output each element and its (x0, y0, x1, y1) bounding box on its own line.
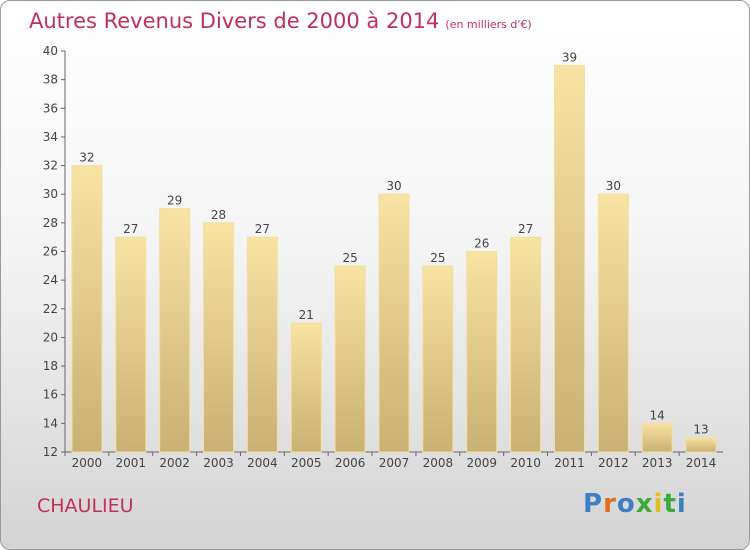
bar-value-label: 27 (518, 222, 533, 236)
bar-value-label: 27 (255, 222, 270, 236)
logo-letter: i (676, 489, 687, 519)
bar (246, 236, 278, 453)
x-tick-label: 2007 (379, 456, 410, 470)
bar-value-label: 26 (474, 237, 489, 251)
bar-value-label: 29 (167, 194, 182, 208)
x-tick-label: 2010 (510, 456, 541, 470)
bar (290, 322, 322, 453)
bar (378, 193, 410, 453)
x-tick-label: 2012 (598, 456, 629, 470)
bar-value-label: 32 (79, 151, 94, 165)
bar (466, 251, 498, 453)
y-tick-label: 30 (43, 187, 58, 201)
bar-value-label: 30 (606, 179, 621, 193)
y-tick-label: 38 (43, 73, 58, 87)
logo-letter: o (616, 489, 636, 519)
bar-value-label: 27 (123, 222, 138, 236)
chart-title-text: Autres Revenus Divers de 2000 à 2014 (29, 9, 440, 33)
logo-letter: t (663, 489, 677, 519)
bar (597, 193, 629, 453)
x-tick-label: 2008 (423, 456, 454, 470)
x-tick-label: 2011 (554, 456, 585, 470)
y-tick-label: 16 (43, 388, 58, 402)
logo-letter: P (583, 489, 604, 519)
logo-letter: i (653, 489, 664, 519)
y-tick-label: 20 (43, 330, 58, 344)
y-tick-label: 26 (43, 245, 58, 259)
bar (641, 422, 673, 453)
bar-value-label: 25 (342, 251, 357, 265)
x-tick-label: 2000 (72, 456, 103, 470)
bar-value-label: 21 (299, 308, 314, 322)
bar (334, 265, 366, 453)
bar (685, 437, 717, 453)
bar-value-label: 30 (386, 179, 401, 193)
x-tick-label: 2006 (335, 456, 366, 470)
chart-title-unit: (en milliers d'€) (445, 18, 532, 31)
town-name: CHAULIEU (37, 495, 134, 517)
x-tick-label: 2001 (116, 456, 147, 470)
x-tick-label: 2002 (159, 456, 190, 470)
bar-value-label: 28 (211, 208, 226, 222)
y-tick-label: 24 (43, 273, 58, 287)
proxiti-logo[interactable]: Proxiti (583, 489, 687, 519)
bar (115, 236, 147, 453)
x-tick-label: 2013 (642, 456, 673, 470)
x-tick-label: 2004 (247, 456, 278, 470)
y-tick-label: 22 (43, 302, 58, 316)
chart-title: Autres Revenus Divers de 2000 à 2014 (en … (29, 9, 532, 33)
y-tick-label: 12 (43, 445, 58, 459)
bar-value-label: 14 (650, 408, 665, 422)
bar (203, 222, 235, 453)
logo-letter: r (603, 489, 617, 519)
logo-letter: x (635, 489, 654, 519)
y-tick-label: 34 (43, 130, 58, 144)
bar-value-label: 13 (693, 423, 708, 437)
x-tick-label: 2009 (466, 456, 497, 470)
y-tick-label: 28 (43, 216, 58, 230)
bar (159, 208, 191, 453)
y-tick-label: 32 (43, 159, 58, 173)
bar (71, 165, 103, 453)
bar (510, 236, 542, 453)
y-tick-label: 40 (43, 44, 58, 58)
y-tick-label: 14 (43, 416, 58, 430)
x-tick-label: 2014 (686, 456, 717, 470)
y-tick-label: 18 (43, 359, 58, 373)
bar (553, 64, 585, 453)
x-tick-label: 2003 (203, 456, 234, 470)
x-tick-label: 2005 (291, 456, 322, 470)
bar-value-label: 25 (430, 251, 445, 265)
bar (422, 265, 454, 453)
y-tick-label: 36 (43, 101, 58, 115)
bar-value-label: 39 (562, 50, 577, 64)
